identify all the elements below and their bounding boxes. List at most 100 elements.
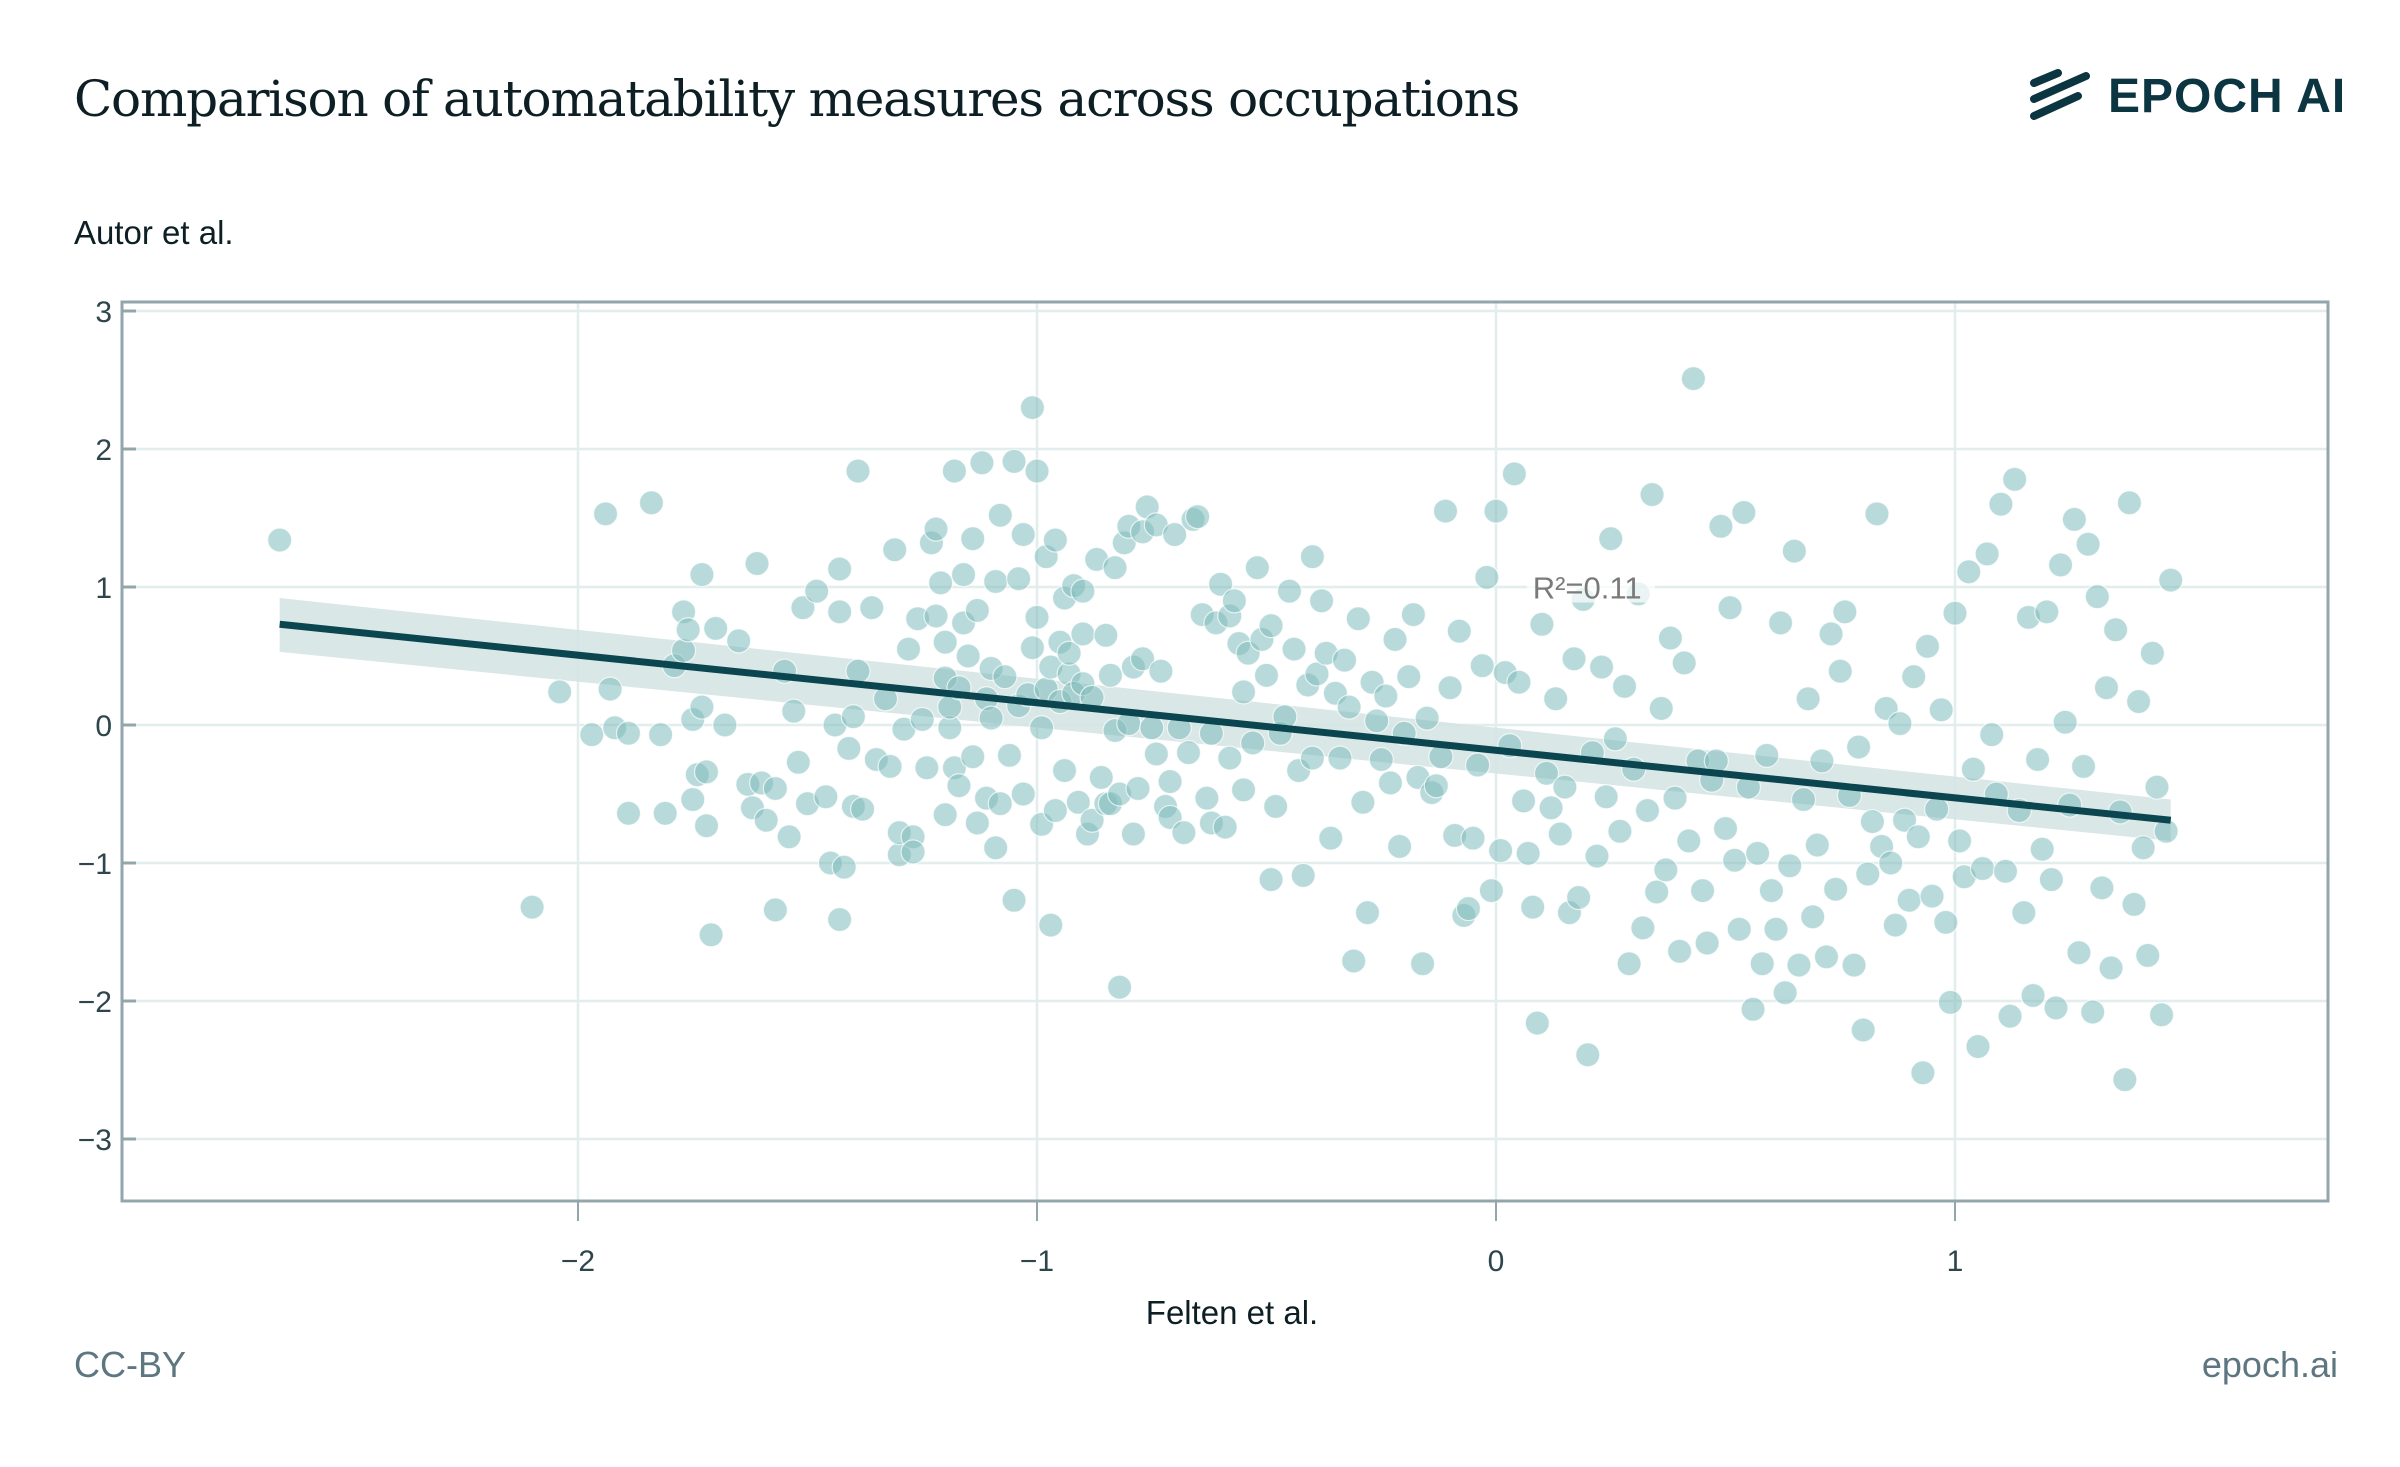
scatter-point [1726,916,1752,942]
scatter-point [1914,633,1941,659]
x-tick-label: −1 [1020,1245,1054,1278]
scatter-point [2052,709,2078,735]
scatter-point [1795,686,1821,712]
scatter-point [840,704,867,730]
scatter-point [1423,773,1449,799]
y-tick-label: 1 [95,572,112,605]
scatter-point [1662,785,1688,811]
scatter-point [689,694,715,720]
scatter-point [1561,646,1587,672]
scatter-point [726,628,752,654]
scatter-point [1001,887,1027,913]
scatter-point [1139,715,1165,741]
scatter-point [1258,613,1284,639]
scatter-point [1777,853,1803,879]
scatter-point [1653,857,1679,883]
scatter-point [2061,506,2087,532]
scatter-point [1901,664,1927,690]
scatter-point [1919,883,1945,909]
scatter-point [1524,1010,1550,1036]
scatter-point [1244,555,1270,581]
scatter-points [267,366,2184,1093]
scatter-point [1010,521,1036,548]
scatter-point [1387,833,1413,860]
x-tick-label: 1 [1947,1245,1964,1278]
scatter-point [762,775,788,802]
scatter-point [2098,955,2124,981]
scatter-point [2043,995,2069,1021]
scatter-point [1593,784,1619,810]
scatter-point [827,906,853,933]
scatter-point [996,742,1023,768]
scatter-point [1804,832,1830,858]
scatter-point [1093,622,1119,648]
scatter-point [2011,900,2037,926]
scatter-point [1694,930,1720,956]
scatter-point [1745,840,1771,866]
scatter-point [1928,697,1954,723]
scatter-point [1864,501,1890,527]
scatter-point [1377,770,1404,796]
scatter-point [1143,741,1169,767]
scatter-point [914,755,940,781]
scatter-point [1924,796,1950,822]
scatter-point [1354,900,1381,926]
scatter-point [964,597,990,624]
y-tick-label: 3 [95,296,112,329]
scatter-point [2130,835,2156,861]
scatter-point [1263,793,1289,820]
scatter-point [1680,366,1706,392]
scatter-point [1630,915,1656,941]
scatter-point [845,458,871,484]
site-link[interactable]: epoch.ai [2201,1344,2338,1385]
scatter-point [1611,673,1638,699]
scatter-point [1543,686,1569,712]
scatter-point [1185,504,1211,530]
scatter-point [1079,807,1105,833]
scatter-point [1832,599,1858,625]
scatter-point [1671,650,1697,676]
scatter-point [675,617,701,643]
scatter-point [1566,884,1592,911]
scatter-point [1042,797,1068,824]
scatter-point [1432,498,1459,524]
scatter-point [1120,821,1146,847]
scatter-point [946,773,972,799]
scatter-point [689,561,715,588]
scatter-point [579,722,605,748]
scatter-point [1024,604,1050,630]
scatter-point [909,706,935,733]
scatter-point [1855,861,1881,887]
scatter-point [1400,601,1426,628]
x-tick-labels: −2 −1 0 1 [561,1245,1963,1278]
scatter-point [1979,722,2005,748]
scatter-point [1644,879,1670,905]
annotation-group: R²=0.11 [1526,564,1655,606]
scatter-point [1230,777,1257,803]
scatter-point [849,796,876,822]
y-tick-label: −1 [78,848,112,881]
scatter-point [693,759,720,785]
scatter-point [547,679,573,705]
annotation-background [1526,564,1655,603]
scatter-point [1974,541,2000,567]
scatter-point [983,568,1009,595]
scatter-point [1841,952,1867,978]
epoch-logo[interactable]: EPOCH AI [2028,68,2346,124]
scatter-point [895,636,922,662]
scatter-point [978,705,1004,731]
scatter-point [1042,527,1068,553]
scatter-point [1107,974,1133,1000]
scatter-point [1809,748,1835,774]
scatter-point [1056,640,1082,666]
scatter-point [1529,611,1555,637]
scatter-point [1001,448,1027,475]
scatter-point [1221,588,1247,614]
scatter-point [2002,466,2028,492]
scatter-point [1409,951,1436,977]
scatter-point [712,712,738,738]
scatter-point [932,629,958,655]
scatter-point [652,800,678,826]
regression-line-group [279,620,2172,824]
